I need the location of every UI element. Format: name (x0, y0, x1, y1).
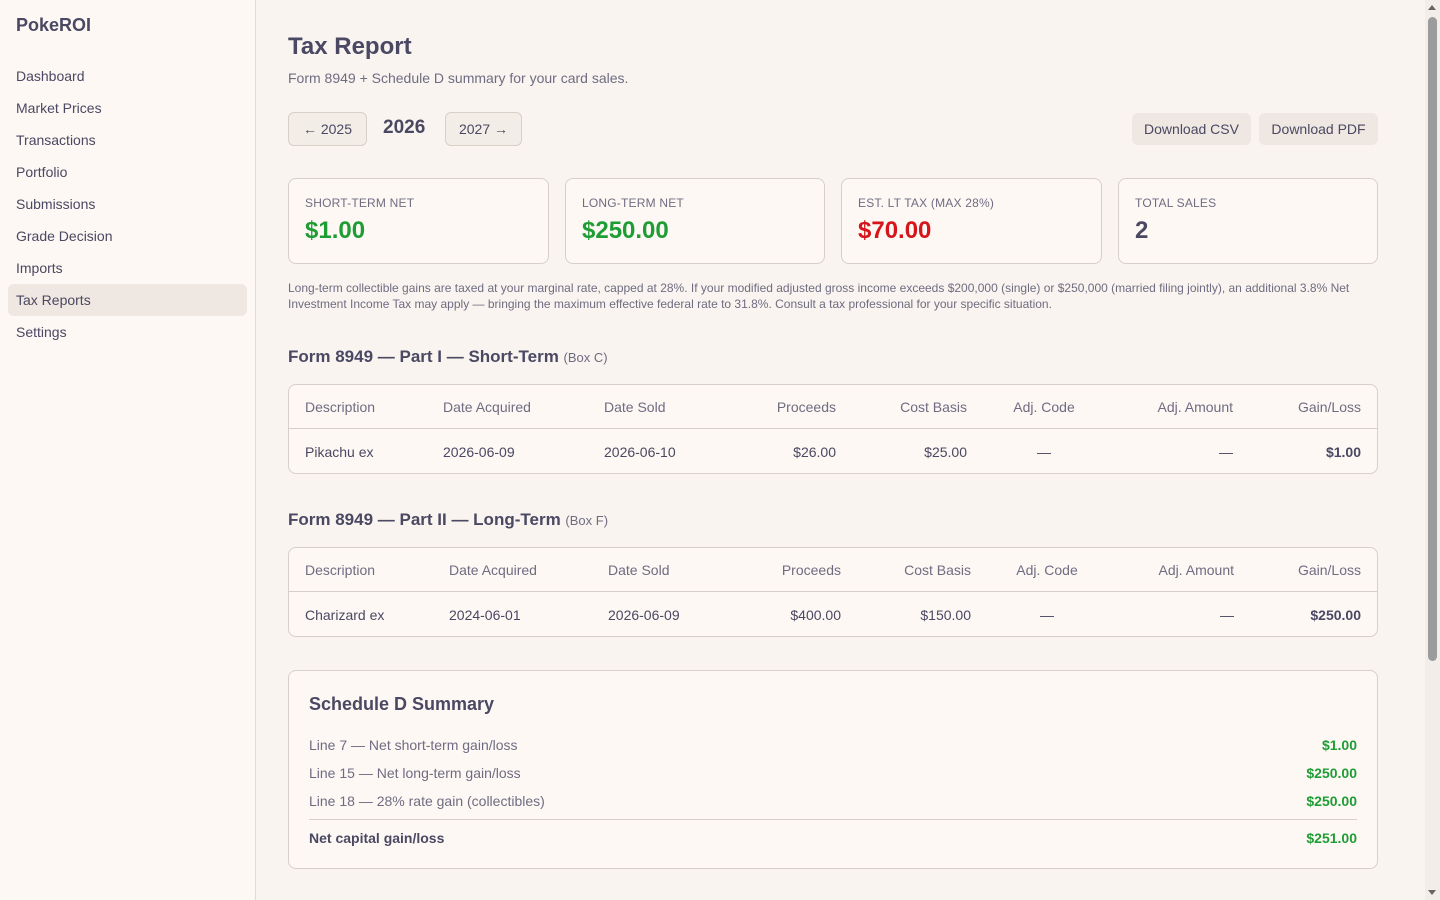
summary-line-label: Line 18 — 28% rate gain (collectibles) (309, 793, 545, 809)
sidebar-item-tax-reports[interactable]: Tax Reports (8, 284, 247, 316)
schedule-d-summary: Schedule D Summary Line 7 — Net short-te… (288, 670, 1378, 869)
card-label: Est. LT Tax (max 28%) (858, 196, 995, 210)
column-header-date-sold: Date Sold (608, 562, 670, 578)
est-lt-tax-card: Est. LT Tax (max 28%) $70.00 (841, 178, 1102, 264)
sidebar-item-settings[interactable]: Settings (16, 324, 67, 340)
summary-line-value: $250.00 (1306, 793, 1357, 809)
column-header-description: Description (305, 562, 376, 578)
cell-cost-basis: $25.00 (924, 444, 967, 460)
summary-total: Net capital gain/loss $251.00 (309, 828, 1357, 848)
page-title: Tax Report (288, 33, 412, 60)
summary-divider (309, 819, 1357, 820)
download-pdf-button[interactable]: Download PDF (1259, 113, 1378, 145)
summary-line-15: Line 15 — Net long-term gain/loss $250.0… (309, 763, 1357, 783)
sidebar-item-transactions[interactable]: Transactions (16, 132, 96, 148)
next-year-button[interactable]: 2027 → (445, 112, 522, 146)
column-header-cost-basis: Cost Basis (900, 399, 967, 415)
cell-adj-amount: — (1219, 444, 1233, 460)
column-header-cost-basis: Cost Basis (904, 562, 971, 578)
sidebar-item-grade-decision[interactable]: Grade Decision (16, 228, 113, 244)
column-header-date-sold: Date Sold (604, 399, 666, 415)
page-scrollbar[interactable] (1425, 0, 1440, 900)
column-header-gain-loss: Gain/Loss (1297, 399, 1361, 415)
section-title-text: Form 8949 — Part I — Short-Term (288, 347, 559, 366)
column-header-adj-amount: Adj. Amount (1158, 562, 1235, 578)
table-header: Description Date Acquired Date Sold Proc… (289, 385, 1377, 429)
cell-adj-amount: — (1220, 607, 1234, 623)
sidebar-item-portfolio[interactable]: Portfolio (16, 164, 68, 180)
card-value: $250.00 (582, 217, 669, 244)
summary-line-label: Line 15 — Net long-term gain/loss (309, 765, 521, 781)
cell-adj-code: — (1040, 607, 1054, 623)
summary-total-label: Net capital gain/loss (309, 830, 445, 846)
card-label: Total Sales (1135, 196, 1217, 210)
column-header-adj-amount: Adj. Amount (1157, 399, 1234, 415)
card-label: Short-Term Net (305, 196, 415, 210)
sidebar-nav: Dashboard Market Prices Transactions Por… (8, 60, 247, 348)
cell-gain-loss: $1.00 (1325, 444, 1361, 460)
short-term-net-card: Short-Term Net $1.00 (288, 178, 549, 264)
page-subtitle: Form 8949 + Schedule D summary for your … (288, 70, 629, 86)
cell-date-acquired: 2026-06-09 (443, 444, 515, 460)
summary-line-7: Line 7 — Net short-term gain/loss $1.00 (309, 735, 1357, 755)
cell-gain-loss: $250.00 (1310, 607, 1361, 623)
total-sales-card: Total Sales 2 (1118, 178, 1378, 264)
section-box-code: (Box C) (563, 350, 608, 365)
download-csv-button[interactable]: Download CSV (1132, 113, 1251, 145)
sidebar-item-submissions[interactable]: Submissions (16, 196, 96, 212)
summary-total-value: $251.00 (1306, 830, 1357, 846)
column-header-proceeds: Proceeds (776, 399, 836, 415)
column-header-proceeds: Proceeds (781, 562, 841, 578)
long-term-net-card: Long-Term Net $250.00 (565, 178, 825, 264)
column-header-description: Description (305, 399, 376, 415)
column-header-adj-code: Adj. Code (1013, 399, 1075, 415)
cell-date-acquired: 2024-06-01 (449, 607, 521, 623)
cell-cost-basis: $150.00 (920, 607, 971, 623)
summary-line-18: Line 18 — 28% rate gain (collectibles) $… (309, 791, 1357, 811)
sidebar-item-dashboard[interactable]: Dashboard (16, 68, 85, 84)
cell-adj-code: — (1037, 444, 1051, 460)
scroll-thumb[interactable] (1428, 17, 1437, 661)
card-value: $1.00 (305, 217, 366, 244)
table-row: Pikachu ex 2026-06-09 2026-06-10 $26.00 … (289, 430, 1377, 473)
cell-date-sold: 2026-06-09 (608, 607, 680, 623)
cell-date-sold: 2026-06-10 (604, 444, 676, 460)
sidebar: PokeROI Dashboard Market Prices Transact… (0, 0, 256, 900)
cell-proceeds: $400.00 (790, 607, 841, 623)
summary-title: Schedule D Summary (309, 694, 495, 714)
table-header: Description Date Acquired Date Sold Proc… (289, 548, 1377, 592)
scroll-up-arrow-icon[interactable] (1428, 5, 1436, 10)
cell-proceeds: $26.00 (793, 444, 836, 460)
card-value: 2 (1135, 217, 1149, 244)
column-header-date-acquired: Date Acquired (449, 562, 537, 578)
section-box-code: (Box F) (565, 513, 609, 528)
long-term-section-title: Form 8949 — Part II — Long-Term (Box F) (288, 510, 608, 530)
sidebar-item-imports[interactable]: Imports (16, 260, 63, 276)
long-term-table: Description Date Acquired Date Sold Proc… (288, 547, 1378, 637)
short-term-table: Description Date Acquired Date Sold Proc… (288, 384, 1378, 474)
table-row: Charizard ex 2024-06-01 2026-06-09 $400.… (289, 593, 1377, 636)
section-title-text: Form 8949 — Part II — Long-Term (288, 510, 561, 529)
cell-description: Charizard ex (305, 607, 385, 623)
cell-description: Pikachu ex (305, 444, 374, 460)
current-year: 2026 (383, 117, 426, 138)
summary-line-label: Line 7 — Net short-term gain/loss (309, 737, 518, 753)
sidebar-item-market-prices[interactable]: Market Prices (16, 100, 102, 116)
column-header-date-acquired: Date Acquired (443, 399, 531, 415)
app-brand[interactable]: PokeROI (16, 15, 92, 35)
summary-line-value: $250.00 (1306, 765, 1357, 781)
card-label: Long-Term Net (582, 196, 684, 210)
previous-year-button[interactable]: ← 2025 (288, 112, 367, 146)
card-value: $70.00 (858, 217, 932, 244)
column-header-gain-loss: Gain/Loss (1297, 562, 1361, 578)
column-header-adj-code: Adj. Code (1016, 562, 1078, 578)
summary-line-value: $1.00 (1321, 737, 1357, 753)
scroll-down-arrow-icon[interactable] (1428, 890, 1436, 895)
short-term-section-title: Form 8949 — Part I — Short-Term (Box C) (288, 347, 608, 367)
tax-disclaimer: Long-term collectible gains are taxed at… (288, 281, 1350, 311)
